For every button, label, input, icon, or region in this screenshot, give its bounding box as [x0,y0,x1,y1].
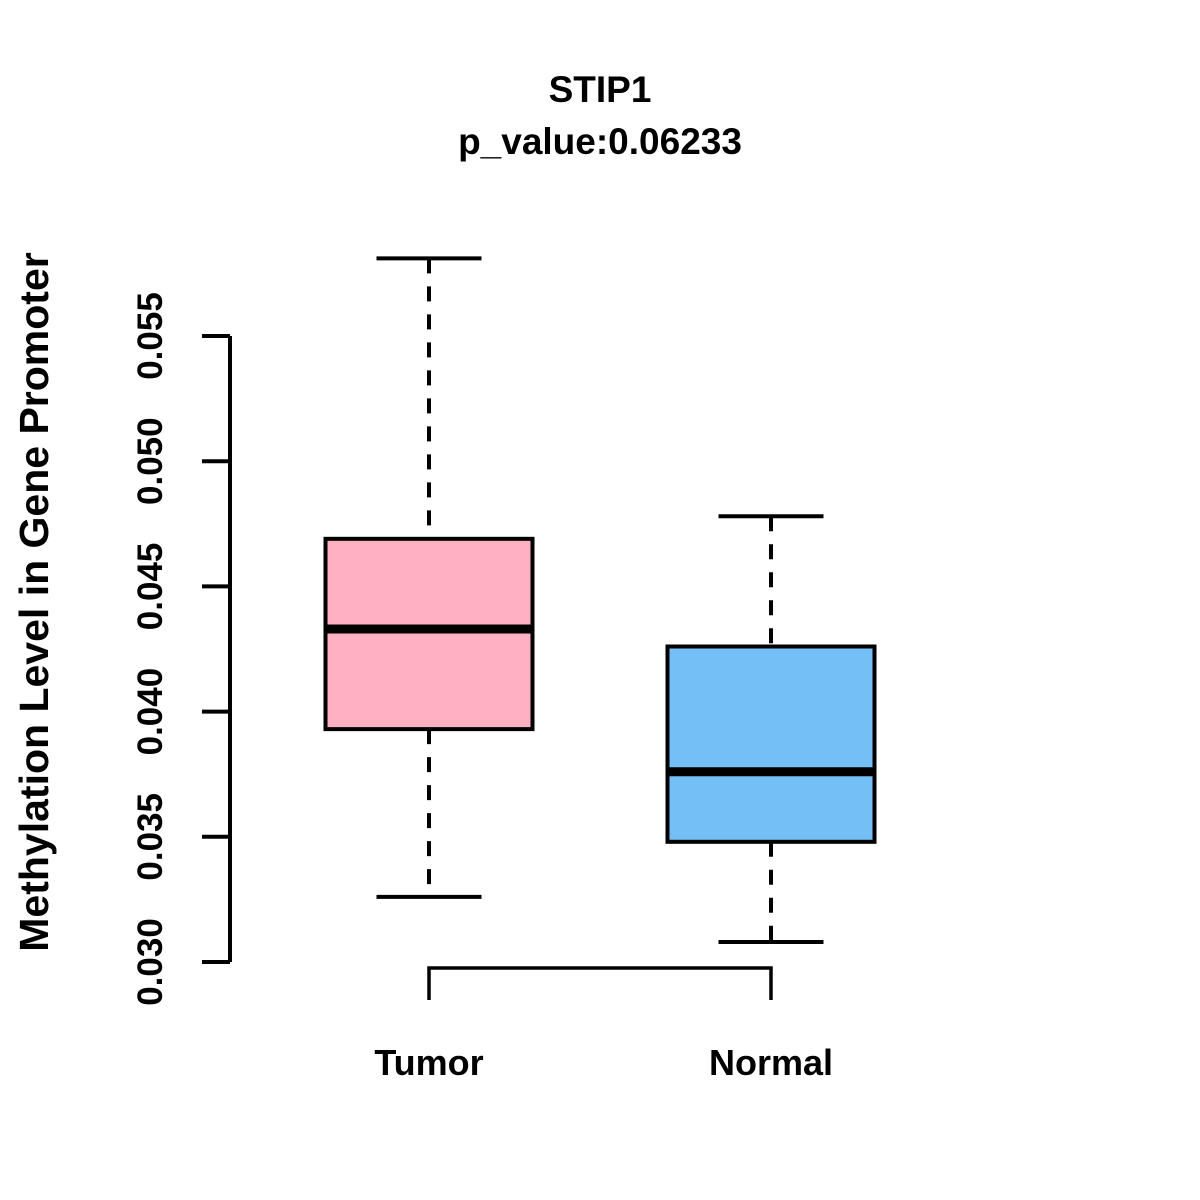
y-tick-label: 0.045 [131,543,170,631]
x-category-label-tumor: Tumor [374,1042,483,1083]
iqr-box-tumor [323,536,535,732]
chart-title: STIP1 [549,69,652,110]
box-group-normal [665,514,877,944]
y-axis-label: Methylation Level in Gene Promoter [11,252,57,951]
y-tick-label: 0.040 [131,668,170,756]
x-category-label-normal: Normal [709,1042,833,1083]
y-tick-label: 0.055 [131,292,170,380]
boxes-layer [323,256,877,944]
x-axis-bracket [427,966,773,1000]
y-tick-label: 0.050 [131,417,170,505]
iqr-box-normal [665,644,877,844]
box-group-tumor [323,256,535,899]
y-tick-label: 0.035 [131,793,170,881]
x-axis [427,966,773,1000]
y-axis: 0.030 0.035 0.040 0.045 0.050 0.055 [131,292,232,1006]
chart-subtitle-pvalue: p_value:0.06233 [458,121,742,162]
y-tick-label: 0.030 [131,918,170,1006]
